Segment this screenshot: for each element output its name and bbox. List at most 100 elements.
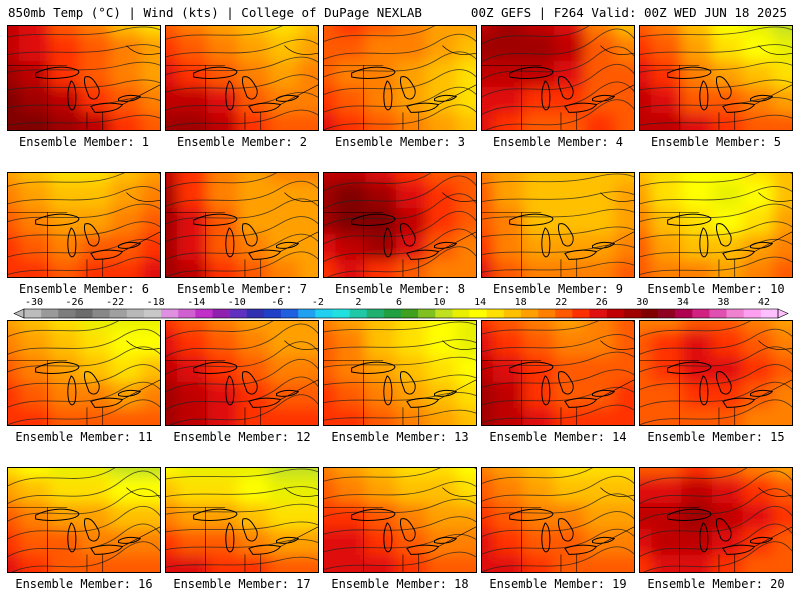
great-lake-outline — [242, 223, 258, 247]
colorbar-swatch — [726, 309, 745, 318]
great-lake-outline — [541, 227, 551, 258]
temperature-map — [482, 173, 634, 277]
height-contour — [324, 533, 476, 553]
great-lake-outline — [667, 213, 712, 226]
great-lake-outline — [699, 80, 709, 111]
great-lake-outline — [406, 397, 440, 408]
great-lake-outline — [750, 389, 774, 397]
colorbar-swatch — [658, 309, 676, 318]
product-title: 850mb Temp (°C) | Wind (kts) | College o… — [8, 5, 422, 20]
great-lake-outline — [564, 102, 598, 113]
boundary-line — [600, 340, 634, 350]
temperature-map — [640, 173, 792, 277]
ensemble-member-label: Ensemble Member: 8 — [334, 282, 466, 296]
height-contour — [166, 358, 318, 393]
great-lake-outline — [383, 227, 393, 258]
colorbar-swatch — [692, 309, 710, 318]
great-lake-outline — [564, 397, 598, 408]
great-lake-outline — [351, 508, 396, 521]
great-lake-outline — [276, 241, 300, 249]
boundary-line — [758, 192, 792, 202]
temperature-map — [8, 26, 160, 130]
height-contour — [166, 486, 318, 498]
height-contour — [8, 328, 160, 355]
boundary-line — [324, 506, 476, 572]
height-contour — [324, 374, 476, 386]
colorbar-swatch — [92, 309, 110, 318]
height-contour — [640, 346, 792, 373]
height-contour — [482, 191, 634, 203]
great-lake-outline — [276, 94, 300, 102]
temperature-map — [8, 321, 160, 425]
colorbar-swatch — [469, 309, 487, 318]
great-lake-outline — [564, 544, 598, 555]
great-lake-outline — [248, 544, 282, 555]
run-valid-time: 00Z GEFS | F264 Valid: 00Z WED JUN 18 20… — [470, 5, 787, 20]
great-lake-outline — [383, 522, 393, 553]
height-contour — [8, 185, 160, 205]
great-lake-outline — [351, 361, 396, 374]
colorbar-swatch — [760, 309, 779, 318]
ensemble-map-panel — [165, 25, 319, 131]
height-contour — [166, 468, 318, 480]
height-contour — [324, 193, 476, 227]
great-lake-outline — [716, 518, 732, 542]
ensemble-member-label: Ensemble Member: 11 — [15, 430, 153, 444]
great-lake-outline — [118, 241, 142, 249]
great-lake-outline — [716, 76, 732, 100]
ensemble-map-panel — [7, 172, 161, 278]
great-lake-outline — [67, 522, 77, 553]
boundary-line — [442, 192, 476, 202]
ensemble-map-panel — [481, 172, 635, 278]
great-lake-outline — [750, 536, 774, 544]
boundary-line — [600, 192, 634, 202]
ensemble-member-label: Ensemble Member: 7 — [176, 282, 308, 296]
great-lake-outline — [383, 80, 393, 111]
height-contour — [482, 511, 634, 538]
great-lake-outline — [434, 536, 458, 544]
colorbar-tick-label: 30 — [636, 297, 649, 308]
height-contour — [166, 56, 318, 76]
height-contour — [8, 321, 119, 338]
great-lake-outline — [276, 389, 300, 397]
great-lake-outline — [541, 522, 551, 553]
ensemble-map-panel — [165, 467, 319, 573]
colorbar-swatch — [246, 309, 265, 318]
height-contour — [166, 109, 318, 129]
temperature-map — [482, 26, 634, 130]
colorbar-tick-label: -6 — [271, 297, 284, 308]
height-contour — [8, 97, 160, 109]
boundary-line — [640, 506, 792, 572]
colorbar-swatch — [212, 309, 230, 318]
colorbar-swatch — [435, 309, 453, 318]
boundary-line — [166, 64, 318, 130]
temperature-map — [640, 26, 792, 130]
great-lake-outline — [35, 213, 80, 226]
height-contour — [166, 173, 277, 190]
colorbar-swatch — [24, 309, 42, 318]
great-lake-outline — [722, 397, 756, 408]
boundary-line — [324, 64, 476, 130]
height-contour — [640, 488, 792, 522]
colorbar-swatch — [332, 309, 350, 318]
height-contour — [482, 386, 634, 406]
height-contour — [482, 493, 634, 520]
colorbar-swatch — [709, 309, 727, 318]
boundary-line — [8, 359, 160, 425]
colorbar-swatch — [675, 309, 693, 318]
height-contour — [482, 475, 634, 502]
height-contour — [166, 521, 318, 533]
colorbar-swatch — [743, 309, 762, 318]
great-lake-outline — [90, 249, 124, 260]
great-lake-outline — [400, 223, 416, 247]
boundary-line — [284, 192, 318, 202]
colorbar-swatch — [589, 309, 607, 318]
height-contour — [482, 404, 634, 424]
height-contour — [482, 46, 634, 80]
colorbar-tick-label: 42 — [757, 297, 771, 308]
colorbar-tick-label: 26 — [595, 297, 608, 308]
boundary-line — [126, 487, 160, 497]
height-contour — [640, 173, 792, 187]
height-contour — [482, 333, 634, 353]
colorbar-swatch — [418, 309, 436, 318]
